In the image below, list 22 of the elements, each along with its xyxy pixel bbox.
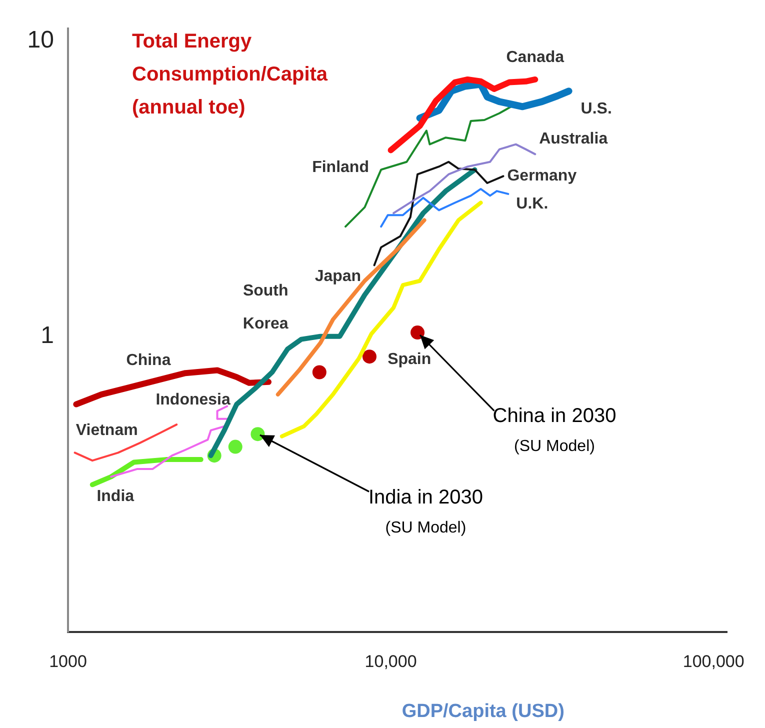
series-label: China [126,352,171,369]
y-tick-label: 10 [27,26,54,54]
series-label: Finland [312,159,369,176]
series-label: Germany [507,168,577,185]
y-tick-label: 1 [40,322,54,349]
series-label: Japan [314,268,362,285]
annotation: India in 2030 (SU Model) [368,486,483,536]
series-label: U.S. [580,100,612,118]
series-label: Canada [506,48,564,66]
x-axis-title: GDP/Capita (USD) [402,701,564,722]
series-label: Australia [539,130,608,148]
series-label: India [96,488,134,506]
series-label: Vietnam [76,422,138,440]
series-label: U.K. [516,195,548,212]
series-label: Indonesia [156,392,230,409]
x-tick-label: 1000 [49,652,87,671]
y-axis-title: Total Energy Consumption/Capita (annual toe) [132,30,328,119]
x-tick-label: 100,000 [682,652,744,671]
annotation: China in 2030 (SU Model) [492,405,616,455]
series-label: South Korea [242,282,288,332]
x-tick-label: 10,000 [364,652,417,671]
series-label: Spain [388,351,432,368]
